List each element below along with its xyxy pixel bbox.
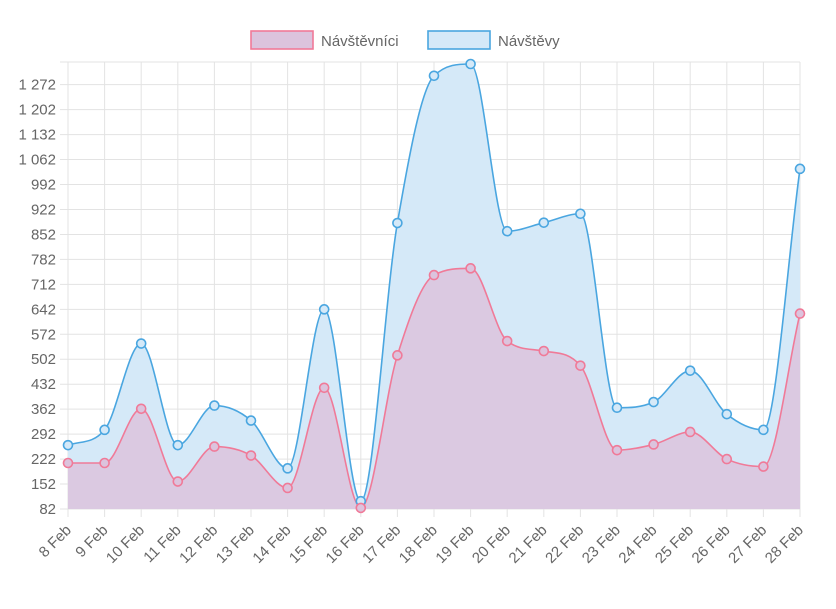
data-point[interactable] — [282, 482, 293, 494]
x-tick-label: 15 Feb — [286, 522, 331, 567]
x-tick-label: 8 Feb — [36, 522, 75, 561]
x-tick-label: 23 Feb — [579, 522, 624, 567]
y-tick-label: 992 — [31, 177, 56, 194]
data-point[interactable] — [465, 58, 476, 70]
y-tick-label: 852 — [31, 226, 56, 243]
x-tick-label: 18 Feb — [396, 522, 441, 567]
data-point[interactable] — [794, 308, 806, 319]
data-point[interactable] — [721, 453, 733, 465]
x-tick-label: 17 Feb — [359, 522, 404, 567]
data-point[interactable] — [135, 338, 147, 349]
x-tick-label: 14 Feb — [249, 522, 294, 567]
data-point[interactable] — [684, 426, 696, 438]
data-point[interactable] — [538, 345, 550, 357]
y-tick-label: 1 132 — [18, 127, 56, 144]
data-point[interactable] — [465, 263, 476, 274]
x-tick-label: 20 Feb — [469, 522, 514, 567]
data-point[interactable] — [99, 457, 110, 469]
data-point[interactable] — [318, 304, 330, 315]
data-point[interactable] — [62, 439, 74, 451]
area-fills — [68, 64, 800, 509]
data-point[interactable] — [135, 403, 147, 415]
y-tick-label: 1 202 — [18, 102, 56, 119]
y-axis: 82 152 222 292 362 432 502 572 642 712 782 852 922 99… — [18, 77, 56, 518]
x-tick-label: 10 Feb — [103, 522, 148, 567]
y-tick-label: 712 — [31, 276, 56, 293]
x-tick-label: 27 Feb — [725, 522, 770, 567]
y-tick-label: 292 — [31, 426, 56, 443]
x-tick-label: 22 Feb — [542, 522, 587, 567]
data-point[interactable] — [575, 360, 586, 371]
data-point[interactable] — [355, 502, 367, 514]
data-point[interactable] — [172, 476, 184, 487]
x-tick-label: 19 Feb — [432, 522, 477, 567]
data-points — [62, 58, 806, 514]
data-point[interactable] — [501, 225, 513, 237]
legend-label-0[interactable]: Návštěvníci — [321, 33, 399, 50]
y-tick-label: 502 — [31, 351, 56, 368]
x-tick-label: 25 Feb — [652, 522, 697, 567]
y-tick-label: 1 272 — [18, 77, 56, 94]
data-point[interactable] — [648, 396, 659, 408]
x-tick-label: 24 Feb — [615, 522, 660, 567]
data-point[interactable] — [575, 208, 586, 220]
y-tick-label: 82 — [39, 501, 56, 518]
y-tick-label: 152 — [31, 476, 56, 493]
y-tick-label: 572 — [31, 326, 56, 343]
legend: Návštěvníci Návštěvy — [250, 30, 560, 50]
data-point[interactable] — [501, 335, 513, 347]
data-point[interactable] — [318, 382, 330, 394]
y-tick-label: 362 — [31, 401, 56, 418]
legend-swatch-0[interactable] — [250, 30, 314, 50]
data-point[interactable] — [684, 365, 696, 376]
data-point[interactable] — [392, 217, 403, 229]
data-point[interactable] — [209, 400, 220, 411]
data-point[interactable] — [611, 444, 623, 456]
data-point[interactable] — [62, 457, 74, 469]
series-line-0 — [67, 267, 801, 509]
series-lines — [67, 63, 801, 509]
legend-swatch-1[interactable] — [427, 30, 491, 50]
y-tick-label: 432 — [31, 376, 56, 393]
x-tick-label: 16 Feb — [323, 522, 368, 567]
series-area-0 — [68, 268, 800, 509]
data-point[interactable] — [538, 217, 550, 228]
x-tick-label: 11 Feb — [140, 522, 184, 566]
data-point[interactable] — [794, 163, 806, 175]
series-line-1 — [67, 63, 801, 502]
data-point[interactable] — [172, 439, 184, 451]
data-point[interactable] — [428, 269, 440, 281]
legend-label-1[interactable]: Návštěvy — [498, 33, 560, 50]
x-tick-label: 13 Feb — [213, 522, 258, 567]
data-point[interactable] — [611, 402, 623, 414]
x-tick-label: 12 Feb — [176, 522, 221, 567]
data-point[interactable] — [282, 463, 293, 474]
x-tick-label: 26 Feb — [689, 522, 734, 567]
data-point[interactable] — [392, 350, 403, 361]
data-point[interactable] — [428, 70, 440, 82]
data-point[interactable] — [245, 415, 257, 426]
data-point[interactable] — [245, 450, 257, 461]
data-point[interactable] — [758, 424, 769, 436]
y-tick-label: 782 — [31, 251, 56, 268]
y-tick-label: 1 062 — [18, 152, 56, 169]
y-tick-label: 922 — [31, 201, 56, 218]
x-tick-label: 21 Feb — [506, 522, 551, 567]
data-point[interactable] — [648, 439, 659, 450]
data-point[interactable] — [209, 441, 220, 452]
x-tick-label: 28 Feb — [762, 522, 807, 567]
data-point[interactable] — [721, 408, 733, 420]
y-tick-label: 642 — [31, 301, 56, 318]
y-tick-label: 222 — [31, 451, 56, 468]
data-point[interactable] — [99, 424, 110, 436]
data-point[interactable] — [758, 461, 769, 472]
